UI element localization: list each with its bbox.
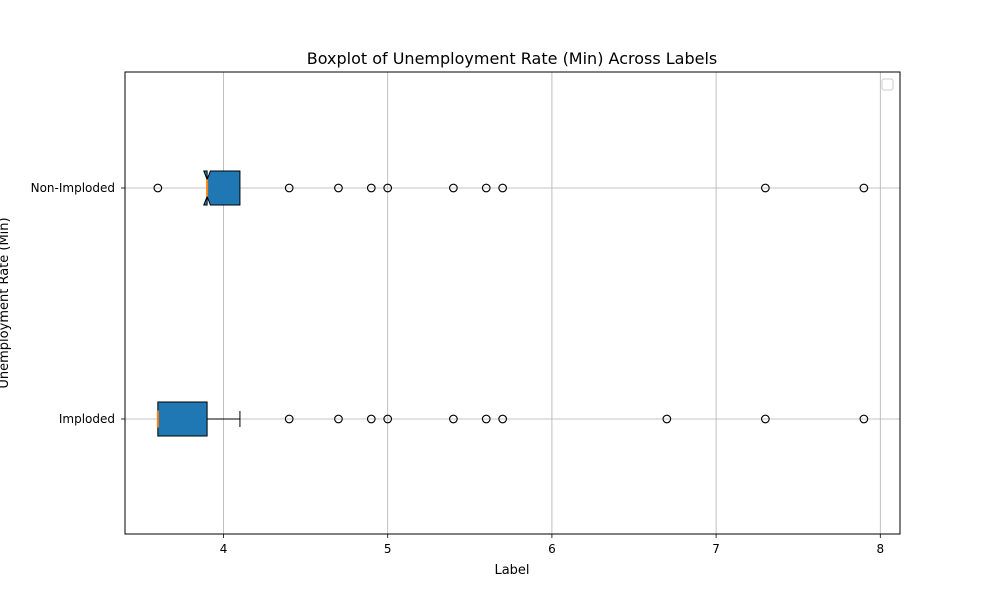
y-tick-label: Non-Imploded: [31, 181, 115, 195]
box-body: [158, 402, 207, 436]
chart-title: Boxplot of Unemployment Rate (Min) Acros…: [307, 49, 718, 68]
x-tick-label: 5: [384, 542, 392, 556]
x-tick-label: 8: [876, 542, 884, 556]
x-tick-label: 7: [712, 542, 720, 556]
legend-box: [882, 79, 893, 90]
box-body: [204, 171, 240, 205]
x-tick-label: 4: [220, 542, 228, 556]
x-axis-label: Label: [494, 563, 529, 578]
y-axis-label: Unemployment Rate (Min): [0, 217, 12, 388]
x-tick-label: 6: [548, 542, 556, 556]
y-tick-label: Imploded: [59, 412, 115, 426]
